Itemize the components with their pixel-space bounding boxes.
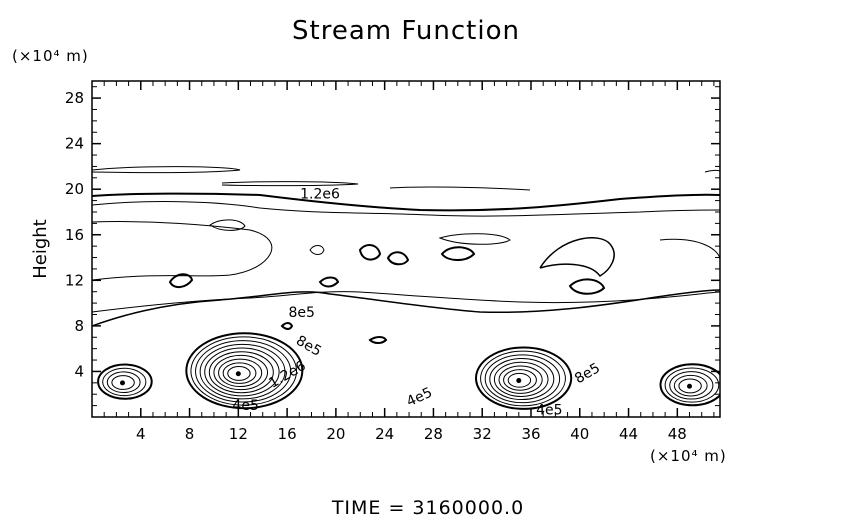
vortex-0-ring-6 bbox=[204, 347, 280, 397]
contour-label-7: 4e5 bbox=[536, 403, 562, 419]
contour-line-upper-thin-3 bbox=[389, 186, 531, 191]
y-axis-units: (×10⁴ m) bbox=[12, 47, 89, 65]
x-tick-label-10: 44 bbox=[619, 425, 638, 443]
vortex-1-ring-3 bbox=[498, 365, 543, 394]
contour-small-islands bbox=[280, 322, 388, 344]
y-tick-label-0: 4 bbox=[74, 362, 84, 380]
vortex-2-ring-4 bbox=[664, 367, 720, 403]
y-tick-label-6: 28 bbox=[65, 89, 84, 107]
contour-region-far-right bbox=[659, 238, 720, 261]
contour-label-6: 8e5 bbox=[572, 360, 603, 387]
x-tick-label-4: 20 bbox=[326, 425, 345, 443]
contour-line-1-2e6-lower bbox=[92, 289, 720, 327]
vortex-0-ring-3 bbox=[218, 358, 263, 388]
contour-label-4: 4e5 bbox=[232, 398, 258, 414]
y-tick-label-5: 24 bbox=[65, 135, 84, 153]
contour-blob-9 bbox=[568, 278, 606, 295]
contour-blob-8 bbox=[318, 276, 340, 288]
vortex-1-ring-4 bbox=[493, 361, 549, 397]
y-tick-label-1: 8 bbox=[74, 317, 84, 335]
x-tick-layer: 4 8 12 16 20 24 28 32 36 40 44 48 bbox=[103, 81, 715, 443]
contour-label-0: 1.2e6 bbox=[300, 186, 340, 202]
x-tick-label-11: 48 bbox=[668, 425, 687, 443]
vortex-0-ring-5 bbox=[208, 351, 274, 394]
vortex-0-ring-2 bbox=[222, 362, 257, 384]
y-tick-layer: 4 8 12 16 20 24 28 bbox=[65, 86, 720, 407]
contour-line-8e5 bbox=[92, 291, 720, 313]
vortex-3-ring-3 bbox=[102, 367, 147, 397]
vortex-3-ring-4 bbox=[97, 363, 153, 400]
contour-line-mid-2 bbox=[92, 221, 273, 281]
x-tick-label-3: 16 bbox=[278, 425, 297, 443]
contour-blob-1 bbox=[209, 219, 246, 231]
contour-line-mid bbox=[92, 201, 720, 217]
vortex-0-center bbox=[235, 371, 241, 377]
vortex-1-ring-7 bbox=[480, 350, 566, 407]
contour-blob-4 bbox=[358, 244, 382, 261]
contour-layer bbox=[92, 166, 720, 344]
contour-line-upper-thin-2 bbox=[221, 181, 359, 187]
x-tick-label-5: 24 bbox=[375, 425, 394, 443]
x-tick-label-8: 36 bbox=[521, 425, 540, 443]
vortex-2-center bbox=[687, 383, 693, 389]
contour-region-right bbox=[539, 237, 615, 277]
vortex-2-ring-2 bbox=[673, 374, 708, 397]
vortex-0-ring-8 bbox=[195, 340, 292, 403]
vortex-3-center bbox=[119, 380, 125, 386]
x-tick-label-7: 32 bbox=[473, 425, 492, 443]
vortex-0-ring-7 bbox=[199, 343, 286, 400]
contour-line-1-2e6 bbox=[92, 192, 720, 212]
contour-label-5: 4e5 bbox=[404, 385, 435, 411]
plot-frame bbox=[91, 80, 721, 418]
vortex-3-ring-2 bbox=[106, 371, 141, 394]
vortex-1-ring-8 bbox=[474, 346, 573, 410]
vortex-1-ring-1 bbox=[507, 372, 532, 388]
y-tick-label-3: 16 bbox=[65, 226, 84, 244]
vortex-2-ring-5 bbox=[659, 363, 720, 407]
y-axis-label: Height bbox=[30, 219, 51, 279]
x-tick-label-2: 12 bbox=[229, 425, 248, 443]
x-axis-units: (×10⁴ m) bbox=[650, 447, 727, 465]
contour-blob-2 bbox=[438, 233, 511, 245]
vortex-0-ring-4 bbox=[213, 354, 269, 391]
vortex-3-ring-1 bbox=[111, 375, 135, 390]
vortex-1-ring-5 bbox=[489, 358, 555, 401]
contour-line-upper-thin-4 bbox=[704, 169, 720, 173]
vortex-0-ring-9 bbox=[190, 336, 298, 406]
x-tick-label-1: 8 bbox=[185, 425, 195, 443]
contour-blob-6 bbox=[440, 246, 476, 261]
vortex-1-ring-6 bbox=[484, 354, 561, 404]
y-tick-label-2: 12 bbox=[65, 271, 84, 289]
vortex-0-ring-10 bbox=[185, 332, 304, 410]
contour-blob-3 bbox=[309, 245, 325, 255]
vortex-2-ring-1 bbox=[678, 378, 702, 394]
contour-blob-5 bbox=[386, 251, 410, 266]
chart-title: Stream Function bbox=[292, 16, 520, 46]
vortex-1-center bbox=[516, 378, 522, 384]
contour-line-upper-thin bbox=[92, 166, 241, 174]
contour-blob-7 bbox=[168, 273, 194, 288]
y-tick-label-4: 20 bbox=[65, 180, 84, 198]
x-tick-label-6: 28 bbox=[424, 425, 443, 443]
contour-label-3: 1.2e6 bbox=[266, 358, 309, 392]
vortex-layer bbox=[97, 332, 720, 410]
footer-time: TIME = 3160000.0 bbox=[331, 497, 524, 519]
x-tick-label-0: 4 bbox=[136, 425, 146, 443]
vortex-0-ring-1 bbox=[227, 366, 251, 381]
x-tick-label-9: 40 bbox=[570, 425, 589, 443]
vortex-2-ring-3 bbox=[669, 371, 714, 400]
vortex-1-ring-2 bbox=[503, 369, 537, 391]
contour-label-1: 8e5 bbox=[289, 305, 315, 321]
